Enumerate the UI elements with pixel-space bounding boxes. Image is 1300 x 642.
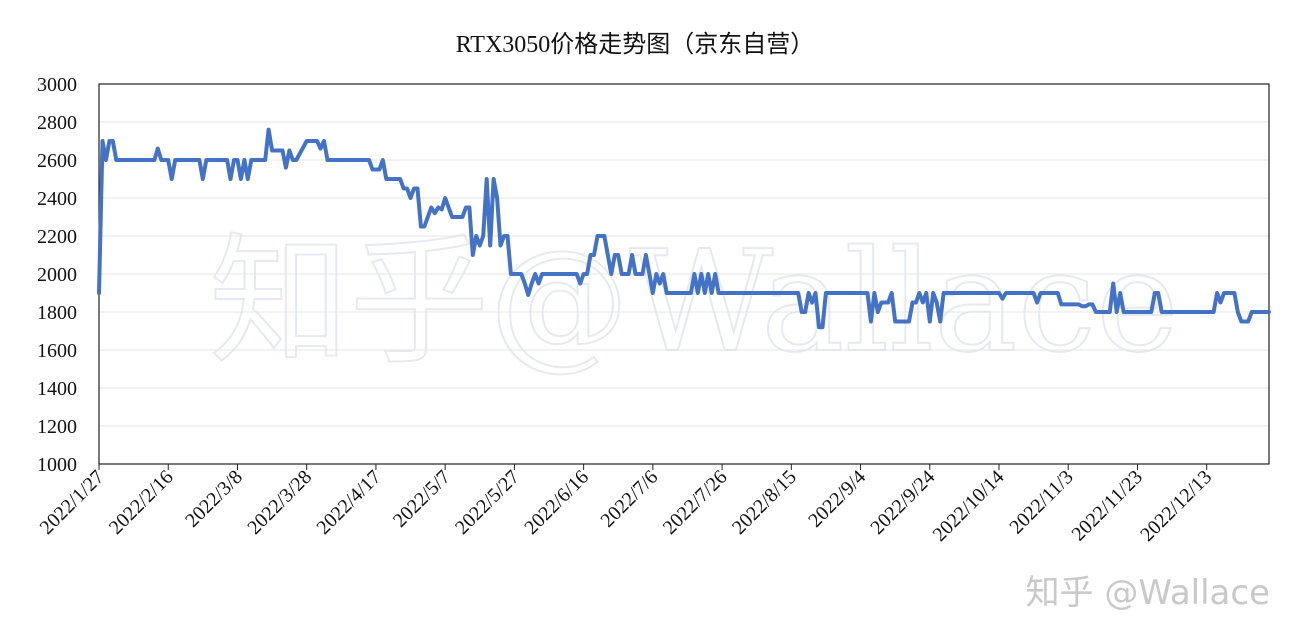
- x-tick-label: 2022/1/27: [36, 466, 109, 539]
- series-layer: [97, 127, 1271, 330]
- gridlines: [99, 121, 1269, 427]
- y-tick-label: 1400: [37, 378, 77, 400]
- x-tick-label: 2022/7/26: [659, 466, 732, 539]
- y-axis-ticks: 1000 1200 1400 1600 1800 2000 2200 2400 2600 2800…: [37, 74, 77, 476]
- y-tick-label: 3000: [37, 74, 77, 96]
- y-tick-label: 1000: [37, 454, 77, 476]
- watermark: 知乎@Wallace: [208, 220, 1179, 385]
- x-tick-label: 2022/11/3: [1005, 466, 1077, 538]
- y-tick-label: 2200: [37, 226, 77, 248]
- x-tick-label: 2022/5/27: [451, 466, 524, 539]
- y-tick-label: 2800: [37, 112, 77, 134]
- x-tick-label: 2022/12/13: [1136, 466, 1216, 546]
- x-tick-label: 2022/9/4: [804, 466, 870, 532]
- chart-title: RTX3050价格走势图（京东自营）: [456, 31, 815, 58]
- watermark-text: 知乎@Wallace: [209, 221, 1178, 384]
- y-tick-label: 1600: [37, 340, 77, 362]
- y-tick-label: 2600: [37, 150, 77, 172]
- x-tick-label: 2022/11/23: [1068, 466, 1147, 545]
- x-tick-label: 2022/4/17: [313, 466, 386, 539]
- corner-watermark: 知乎 @Wallace: [1025, 573, 1270, 613]
- x-tick-label: 2022/8/15: [728, 466, 801, 539]
- x-tick-label: 2022/3/8: [181, 466, 247, 532]
- x-tick-label: 2022/9/24: [866, 466, 939, 539]
- x-tick-label: 2022/6/16: [520, 466, 593, 539]
- x-tick-label: 2022/3/28: [243, 466, 316, 539]
- x-tick-label: 2022/2/16: [105, 466, 178, 539]
- x-tick-label: 2022/10/14: [929, 466, 1009, 546]
- y-tick-label: 1200: [37, 416, 77, 438]
- x-tick-label: 2022/7/6: [597, 466, 663, 532]
- y-tick-label: 2000: [37, 264, 77, 286]
- y-tick-label: 1800: [37, 302, 77, 324]
- x-tick-label: 2022/5/7: [389, 466, 455, 532]
- y-tick-label: 2400: [37, 188, 77, 210]
- price-series-line: [97, 127, 1271, 330]
